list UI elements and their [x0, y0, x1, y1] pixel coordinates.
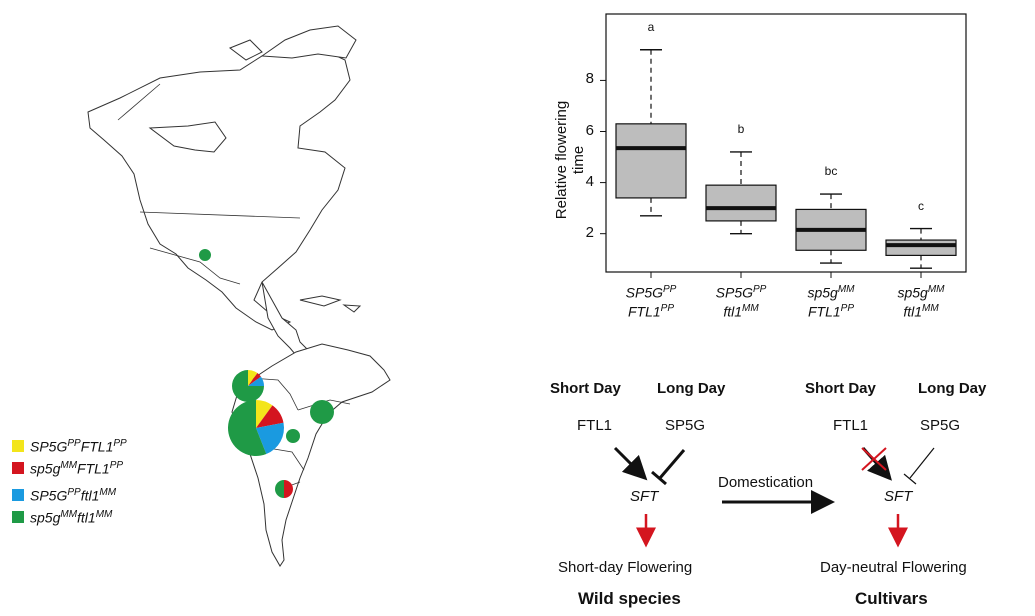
x-category-label: SP5GPP FTL1PP: [625, 284, 677, 320]
left-sft-label: SFT: [630, 488, 659, 505]
y-tick-label: 8: [585, 70, 594, 88]
sp5g-repression-line-right: [909, 447, 935, 479]
left-ftl1-label: FTL1: [577, 417, 613, 434]
right-sp5g-label: SP5G: [920, 417, 961, 434]
left-outcome-label: Short-day Flowering: [558, 559, 693, 576]
left-long-day-label: Long Day: [657, 380, 726, 397]
legend-swatch: [12, 489, 24, 502]
box-group: [795, 193, 867, 264]
significance-letter: bc: [824, 164, 838, 179]
y-tick-label: 2: [585, 223, 594, 241]
right-outcome-label: Day-neutral Flowering: [820, 559, 967, 576]
right-group-label: Cultivars: [855, 589, 928, 608]
significance-letter: a: [647, 19, 655, 34]
legend-swatch: [12, 511, 24, 524]
legend-item: SP5GPPftl1MM: [12, 487, 116, 504]
legend-label: sp5gMMftl1MM: [30, 509, 113, 526]
significance-letter: b: [737, 121, 745, 136]
population-pie: [310, 400, 334, 424]
significance-letter: c: [918, 198, 924, 213]
legend-item: SP5GPPFTL1PP: [12, 438, 127, 455]
population-pie: [199, 249, 211, 261]
population-pie: [232, 370, 264, 402]
population-pie: [228, 400, 284, 457]
plot-frame: [605, 13, 967, 273]
legend-swatch: [12, 462, 24, 475]
right-long-day-label: Long Day: [918, 380, 987, 397]
x-category-label: sp5gMM FTL1PP: [807, 284, 855, 320]
legend-label: SP5GPPFTL1PP: [30, 438, 127, 455]
left-sp5g-label: SP5G: [665, 417, 706, 434]
population-pie: [275, 480, 293, 498]
x-category-label: SP5GPP ftl1MM: [715, 284, 767, 320]
left-group-label: Wild species: [578, 589, 681, 608]
domestication-label: Domestication: [718, 474, 814, 491]
box-group: [615, 49, 687, 217]
x-category-label: sp5gMM ftl1MM: [897, 284, 945, 320]
y-tick-label: 4: [585, 172, 594, 190]
legend-label: SP5GPPftl1MM: [30, 487, 117, 504]
box-group: [885, 227, 957, 269]
y-tick-label: 6: [585, 121, 594, 139]
legend-swatch: [12, 440, 24, 453]
iqr-box: [705, 184, 777, 222]
right-short-day-label: Short Day: [805, 380, 876, 397]
box-group: [705, 151, 777, 235]
right-sft-label: SFT: [884, 488, 913, 505]
ftl1-activation-arrow-left: [613, 446, 648, 481]
legend-item: sp5gMMFTL1PP: [12, 460, 123, 477]
sp5g-repression-line-left: [658, 449, 686, 479]
iqr-box: [615, 123, 687, 199]
legend-item: sp5gMMftl1MM: [12, 509, 112, 526]
left-short-day-label: Short Day: [550, 380, 621, 397]
distribution-pies: [199, 249, 334, 498]
right-ftl1-label: FTL1: [833, 417, 869, 434]
legend-label: sp5gMMFTL1PP: [30, 460, 124, 477]
population-pie: [286, 429, 300, 443]
